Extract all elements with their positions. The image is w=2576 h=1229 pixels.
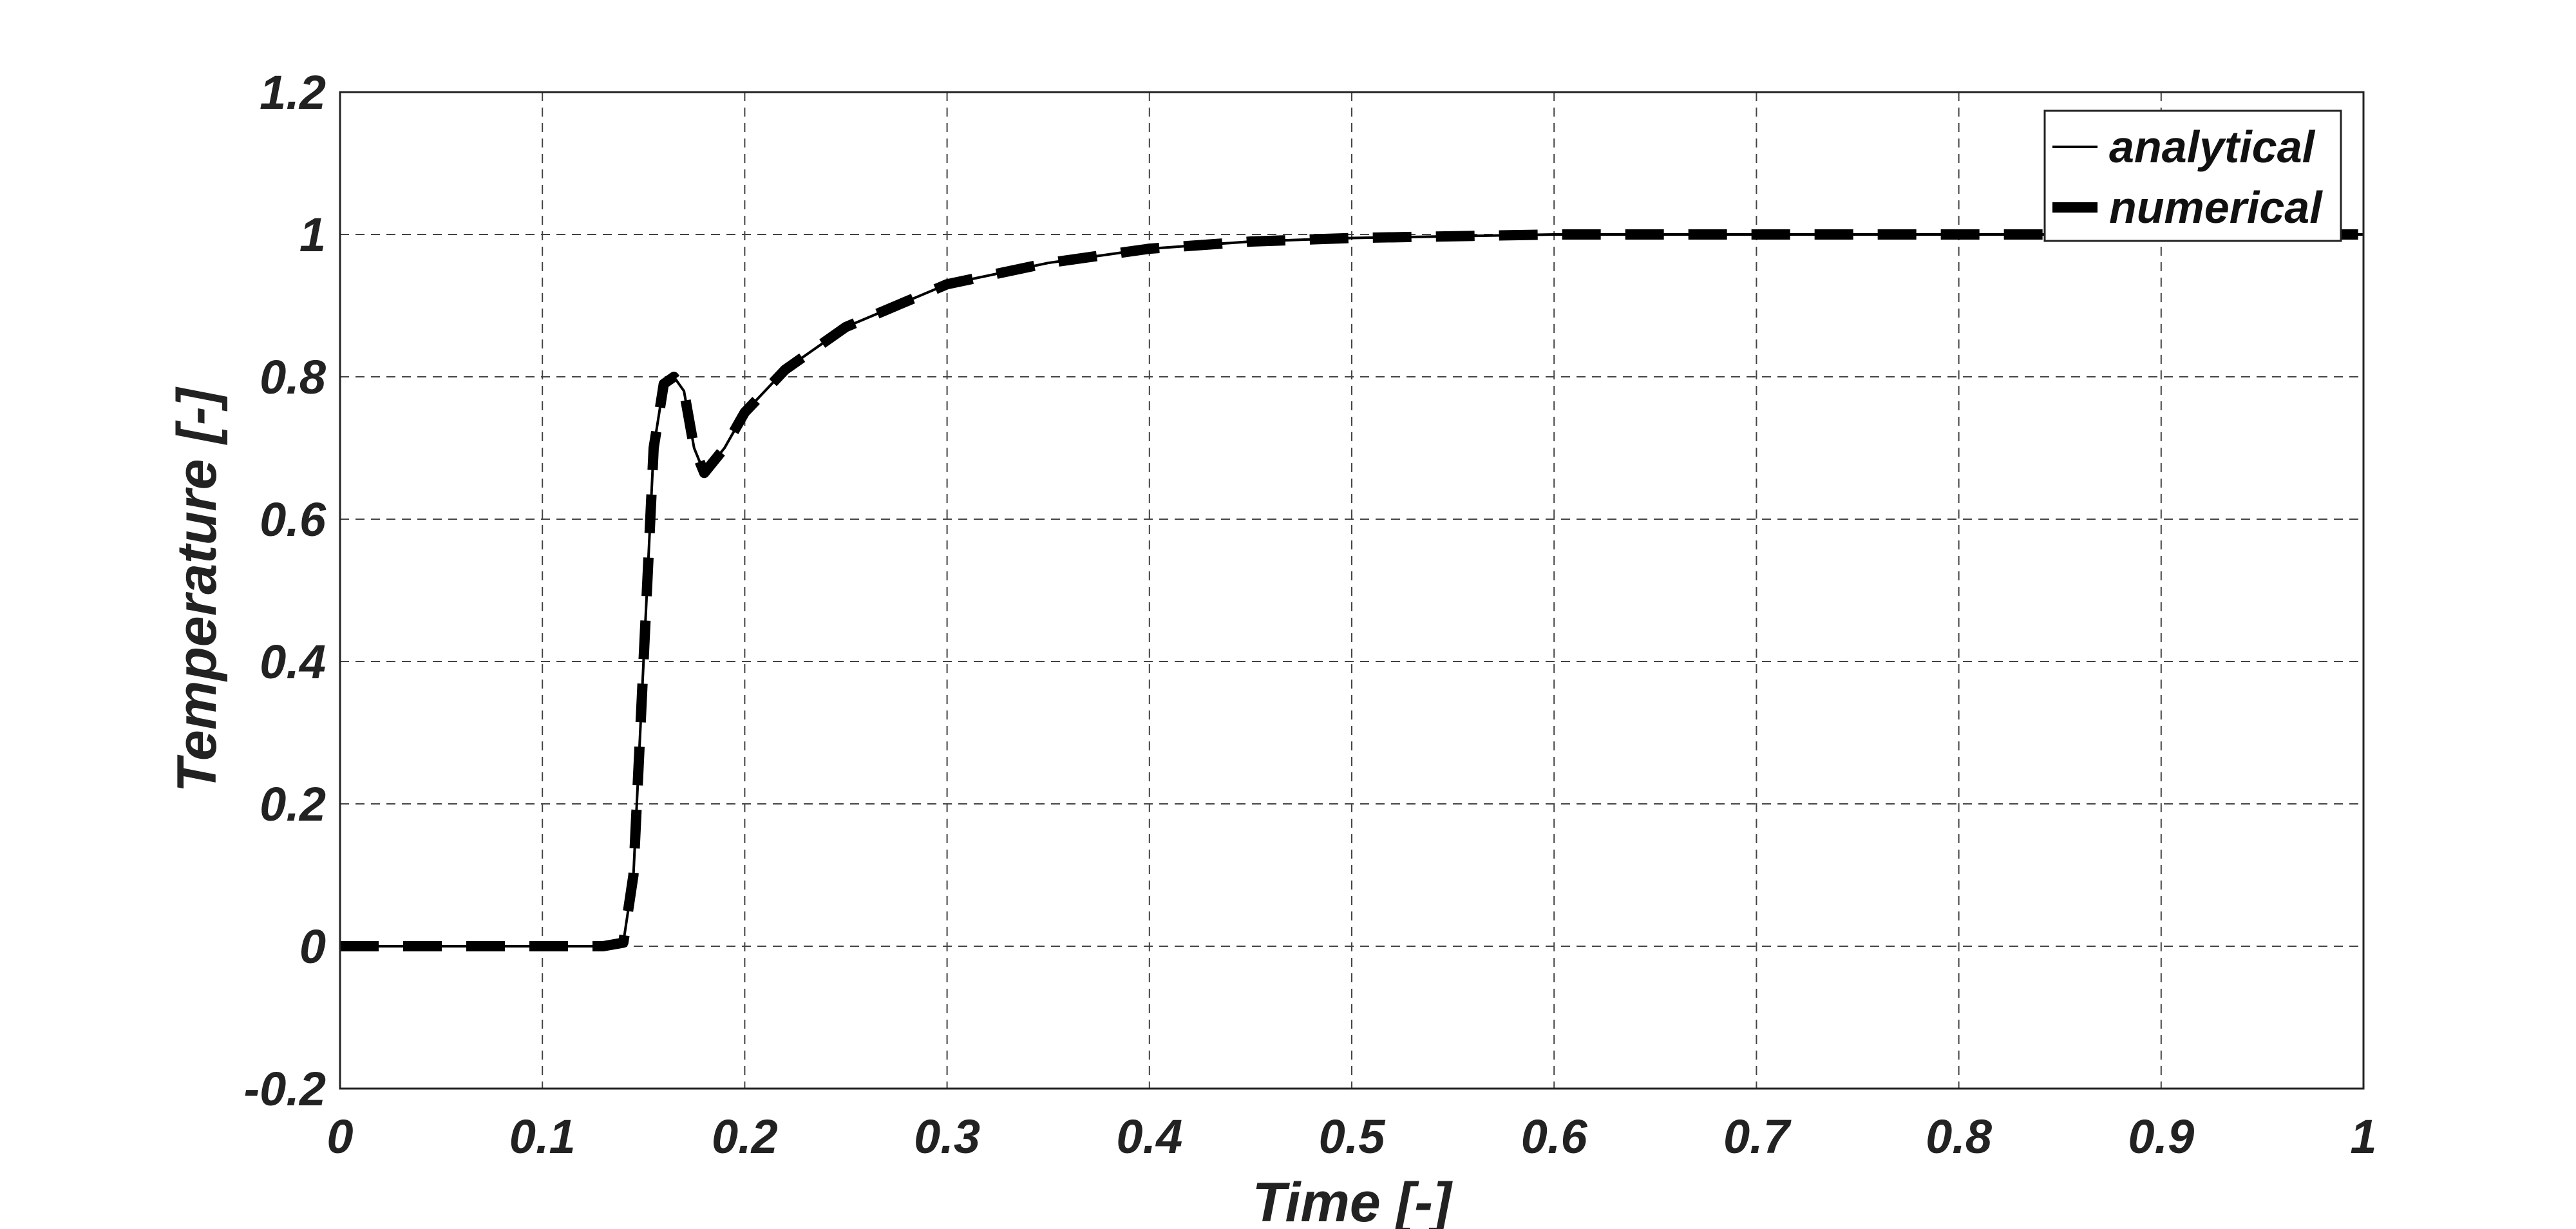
y-tick-label: 0.6 — [260, 493, 327, 546]
series-line-analytical — [340, 233, 2363, 948]
x-axis-label: Time [-] — [1253, 1172, 1453, 1229]
y-tick-label: 1 — [299, 208, 326, 262]
y-tick-label: 0.2 — [260, 777, 326, 831]
y-tick-label: 0.4 — [260, 635, 326, 689]
x-tick-label: 0.1 — [509, 1110, 576, 1163]
series-layer — [340, 229, 2363, 951]
x-tick-label: 0.7 — [1723, 1110, 1792, 1163]
y-tick-label: 0 — [299, 920, 326, 973]
legend-label-numerical: numerical — [2109, 182, 2323, 233]
x-tick-label: 0 — [327, 1110, 353, 1163]
x-tick-label: 0.5 — [1319, 1110, 1387, 1163]
x-tick-label: 0.9 — [2128, 1110, 2194, 1163]
legend-label-analytical: analytical — [2109, 122, 2316, 172]
x-tick-label: 0.6 — [1521, 1110, 1588, 1163]
y-tick-label: 0.8 — [260, 350, 327, 404]
x-tick-label: 0.3 — [914, 1110, 980, 1163]
x-tick-label: 1 — [2350, 1110, 2376, 1163]
y-tick-label: 1.2 — [260, 66, 326, 119]
legend: analytical numerical — [2043, 110, 2342, 242]
x-tick-labels: 0 0.1 0.2 0.3 0.4 0.5 0.6 0.7 0.8 0.9 1 — [327, 1110, 2376, 1163]
y-tick-label: -0.2 — [243, 1062, 326, 1116]
plot-frame — [339, 91, 2365, 1090]
x-tick-label: 0.2 — [712, 1110, 778, 1163]
x-tick-label: 0.8 — [1926, 1110, 1993, 1163]
y-axis-label: Temperature [-] — [166, 386, 228, 792]
y-tick-labels: -0.2 0 0.2 0.4 0.6 0.8 1 1.2 — [243, 66, 326, 1116]
x-tick-label: 0.4 — [1116, 1110, 1182, 1163]
legend-box — [2043, 110, 2342, 242]
